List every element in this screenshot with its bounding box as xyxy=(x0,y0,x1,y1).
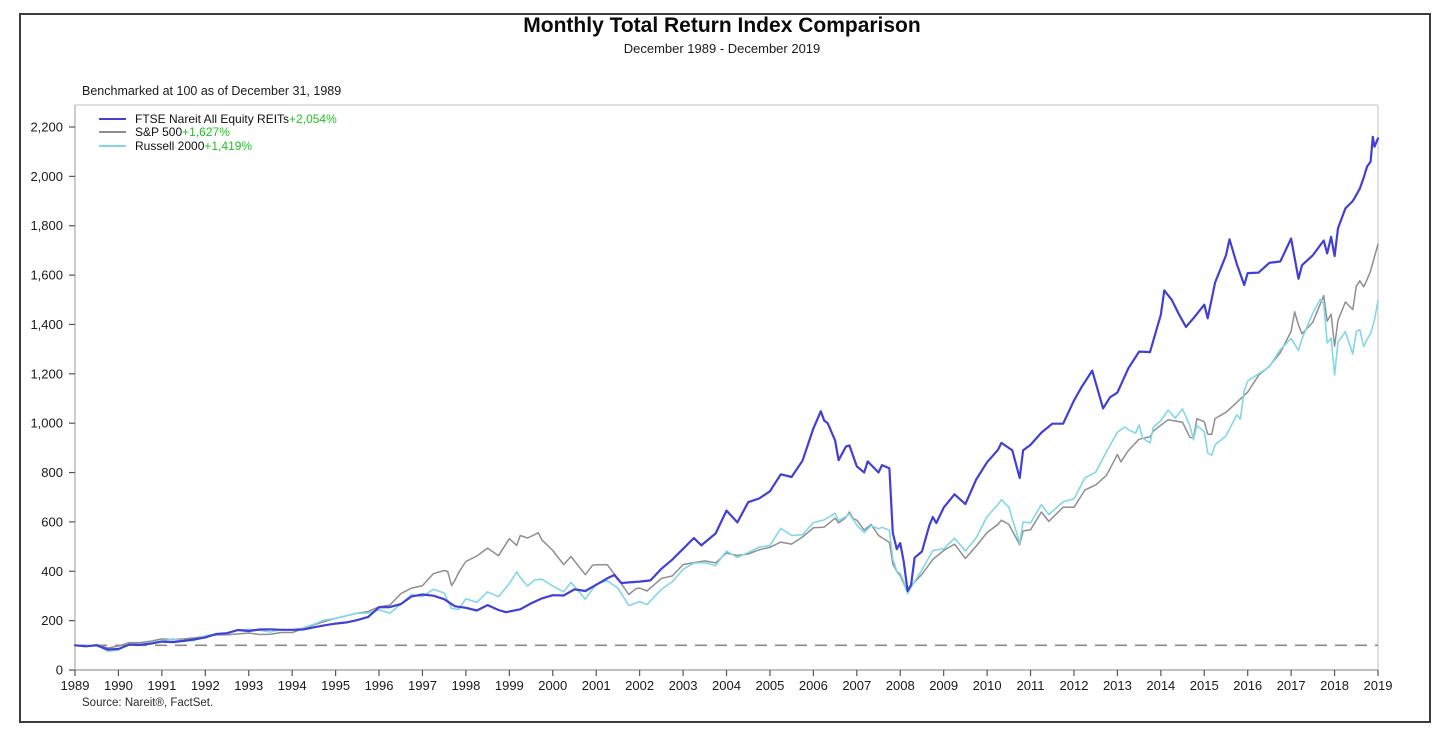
y-tick-label: 1,200 xyxy=(30,366,63,381)
x-tick-label: 1994 xyxy=(278,678,307,693)
x-tick-label: 2001 xyxy=(582,678,611,693)
y-tick-label: 2,200 xyxy=(30,120,63,135)
legend-gain-value: +1,627% xyxy=(182,125,230,140)
x-tick-label: 2017 xyxy=(1277,678,1306,693)
x-tick-label: 2012 xyxy=(1060,678,1089,693)
legend-gain-value: +2,054% xyxy=(289,111,337,126)
x-tick-label: 2008 xyxy=(886,678,915,693)
x-tick-label: 2011 xyxy=(1017,678,1045,693)
y-tick-label: 800 xyxy=(41,465,63,480)
x-tick-label: 2019 xyxy=(1364,678,1393,693)
x-tick-label: 2004 xyxy=(712,678,741,693)
benchmark-note: Benchmarked at 100 as of December 31, 19… xyxy=(82,84,342,98)
y-tick-label: 1,800 xyxy=(30,218,63,233)
y-tick-label: 1,400 xyxy=(30,317,63,332)
x-tick-label: 2002 xyxy=(625,678,654,693)
x-tick-label: 1989 xyxy=(61,678,90,693)
x-tick-label: 1999 xyxy=(495,678,524,693)
legend-gain-value: +1,419% xyxy=(204,138,253,153)
x-tick-label: 1992 xyxy=(191,678,220,693)
x-tick-label: 1997 xyxy=(408,678,437,693)
source-note: Source: Nareit®, FactSet. xyxy=(82,697,214,709)
chart-legend: FTSE Nareit All Equity REITs +2,054% S&P … xyxy=(99,112,337,153)
series-line-reit xyxy=(73,135,1380,651)
legend-label: FTSE Nareit All Equity REITs xyxy=(135,111,290,126)
legend-item-sp500: S&P 500 +1,627% xyxy=(99,125,337,140)
x-tick-label: 2010 xyxy=(973,678,1002,693)
chart-title: Monthly Total Return Index Comparison xyxy=(523,14,921,37)
x-tick-label: 2013 xyxy=(1103,678,1132,693)
russell-line-swatch-icon xyxy=(99,144,126,147)
legend-label: Russell 2000 xyxy=(135,138,205,153)
series-line-russell xyxy=(74,298,1379,653)
x-tick-label: 2018 xyxy=(1320,678,1349,693)
x-tick-label: 2005 xyxy=(755,678,784,693)
x-tick-label: 2006 xyxy=(799,678,828,693)
chart-subtitle: December 1989 - December 2019 xyxy=(623,41,821,56)
x-tick-label: 2009 xyxy=(929,678,958,693)
x-tick-label: 2003 xyxy=(669,678,698,693)
sp500-line-swatch-icon xyxy=(99,131,126,134)
x-tick-label: 2014 xyxy=(1146,678,1175,693)
x-tick-label: 1993 xyxy=(234,678,263,693)
x-tick-label: 1990 xyxy=(104,678,133,693)
reit-line-swatch-icon xyxy=(99,117,126,120)
x-tick-label: 2016 xyxy=(1233,678,1262,693)
x-tick-label: 1998 xyxy=(451,678,480,693)
x-tick-label: 2007 xyxy=(842,678,871,693)
x-tick-label: 1996 xyxy=(365,678,394,693)
legend-item-reit: FTSE Nareit All Equity REITs +2,054% xyxy=(99,112,337,126)
x-tick-label: 1991 xyxy=(147,678,176,693)
legend-label: S&P 500 xyxy=(135,125,183,140)
series-line-sp500 xyxy=(74,243,1379,649)
y-tick-label: 600 xyxy=(41,514,63,529)
legend-item-russell: Russell 2000 +1,419% xyxy=(99,139,337,153)
x-tick-label: 2015 xyxy=(1190,678,1219,693)
y-tick-label: 0 xyxy=(56,663,63,678)
y-tick-label: 200 xyxy=(41,613,63,628)
y-tick-label: 1,600 xyxy=(30,268,63,283)
y-tick-label: 400 xyxy=(41,564,63,579)
page-border xyxy=(19,13,1431,723)
x-tick-label: 1995 xyxy=(321,678,350,693)
x-tick-label: 2000 xyxy=(538,678,567,693)
y-tick-label: 1,000 xyxy=(30,416,63,431)
y-tick-label: 2,000 xyxy=(30,169,63,184)
